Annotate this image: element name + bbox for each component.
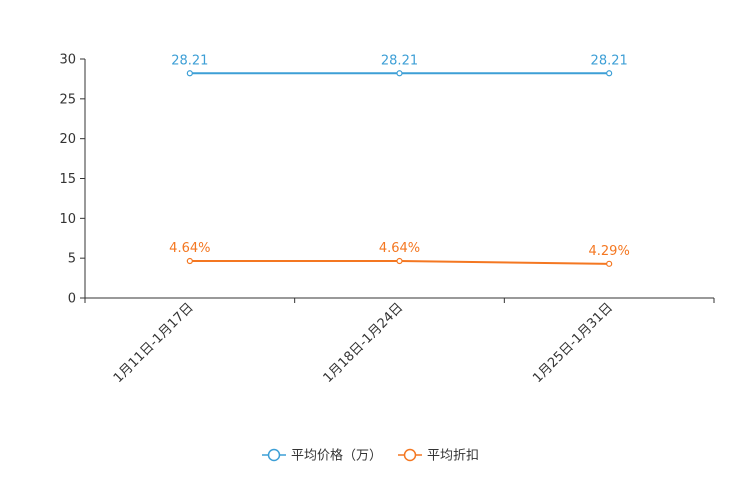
y-tick-label: 15	[59, 172, 76, 187]
series-1: 4.64% 4.64% 4.29%	[169, 241, 630, 267]
x-tick-label: 1月25日-1月31日	[530, 300, 616, 386]
y-tick-label: 5	[68, 252, 76, 267]
data-point	[186, 257, 193, 265]
data-label: 28.21	[171, 53, 208, 68]
legend[interactable]: 平均价格（万） 平均折扣	[262, 448, 479, 464]
data-label: 4.64%	[169, 241, 210, 256]
data-point	[396, 70, 403, 77]
series-0: 28.21 28.21 28.21	[171, 53, 628, 77]
y-tick-label: 30	[59, 53, 76, 68]
legend-marker	[267, 448, 281, 462]
data-label: 28.21	[381, 53, 418, 68]
data-label: 28.21	[591, 53, 628, 68]
data-label: 4.29%	[589, 244, 630, 259]
data-label: 4.64%	[379, 241, 420, 256]
y-tick-label: 20	[59, 132, 76, 147]
y-axis: 0 5 10 15 20 25 30	[59, 53, 86, 307]
legend-item-1[interactable]: 平均折扣	[398, 449, 479, 464]
legend-item-0[interactable]: 平均价格（万）	[262, 448, 382, 464]
data-point	[606, 70, 613, 77]
data-point	[606, 260, 613, 267]
legend-label: 平均折扣	[427, 449, 479, 464]
x-axis: 1月11日-1月17日 1月18日-1月24日 1月25日-1月31日	[84, 297, 715, 386]
legend-label: 平均价格（万）	[291, 448, 382, 464]
x-tick-label: 1月18日-1月24日	[321, 300, 407, 386]
legend-marker	[403, 448, 417, 462]
data-point	[396, 257, 403, 265]
y-tick-label: 10	[59, 212, 76, 227]
y-tick-label: 25	[59, 92, 76, 107]
y-tick-label: 0	[68, 292, 76, 307]
series-layer: 28.21 28.21 28.21 4.64% 4.64% 4.29%	[169, 53, 630, 267]
x-tick-label: 1月11日-1月17日	[111, 300, 197, 386]
data-point	[186, 70, 193, 77]
